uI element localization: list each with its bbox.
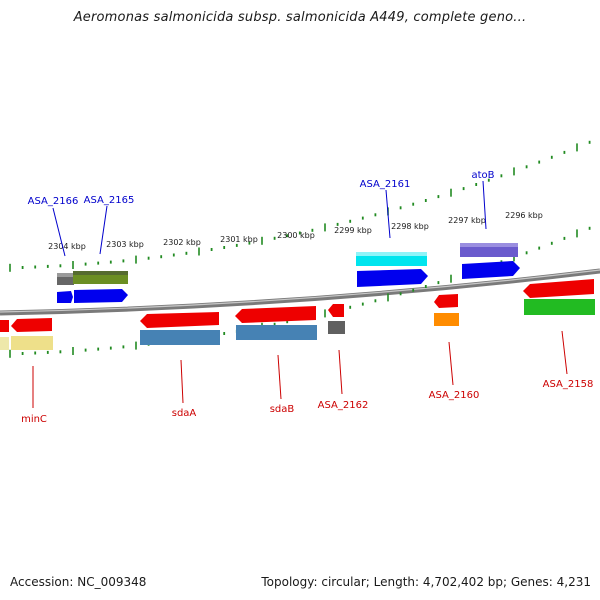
gene-feature[interactable] — [74, 289, 128, 303]
gene-feature[interactable] — [524, 299, 595, 315]
scale-label: 2301 kbp — [220, 235, 258, 244]
accession-label: Accession: NC_009348 — [10, 575, 147, 589]
reverse-gene-labels: minC sdaA sdaB ASA_2162 ASA_2160 ASA_215… — [21, 379, 593, 425]
gene-label-asa-2166[interactable]: ASA_2166 — [28, 196, 79, 207]
reverse-label-leaders — [32, 330, 568, 408]
scale-label: 2298 kbp — [391, 222, 429, 231]
gene-label-asa-2165[interactable]: ASA_2165 — [84, 195, 135, 206]
gene-feature[interactable] — [357, 269, 428, 287]
gene-feature[interactable] — [0, 337, 9, 350]
scale-label: 2296 kbp — [505, 211, 543, 220]
gene-feature[interactable] — [0, 320, 9, 332]
gene-feature[interactable] — [140, 312, 219, 328]
gene-label-asa-2158[interactable]: ASA_2158 — [543, 379, 594, 390]
forward-label-leaders — [52, 180, 487, 257]
scale-labels: 2304 kbp 2303 kbp 2302 kbp 2301 kbp 2300… — [48, 211, 543, 251]
gene-label-asa-2161[interactable]: ASA_2161 — [360, 179, 411, 190]
gene-feature[interactable] — [328, 304, 344, 317]
reverse-genes — [0, 279, 595, 350]
scale-label: 2302 kbp — [163, 238, 201, 247]
gene-feature[interactable] — [235, 306, 316, 323]
genome-title: Aeromonas salmonicida subsp. salmonicida… — [73, 10, 527, 25]
gene-label-minc[interactable]: minC — [21, 414, 47, 425]
genome-backbone — [0, 268, 600, 316]
scale-label: 2297 kbp — [448, 216, 486, 225]
gene-feature[interactable] — [236, 325, 317, 340]
scale-label: 2303 kbp — [106, 240, 144, 249]
gene-label-sdaa[interactable]: sdaA — [172, 408, 197, 419]
gene-feature[interactable] — [434, 294, 458, 308]
gene-feature[interactable] — [462, 261, 520, 279]
gene-feature[interactable] — [57, 291, 73, 303]
gene-feature[interactable] — [434, 313, 459, 326]
gene-feature[interactable] — [11, 336, 53, 350]
gene-feature[interactable] — [140, 330, 220, 345]
scale-label: 2299 kbp — [334, 226, 372, 235]
forward-gene-labels: ASA_2166 ASA_2165 ASA_2161 atoB — [28, 170, 495, 207]
scale-label: 2304 kbp — [48, 242, 86, 251]
gene-label-asa-2162[interactable]: ASA_2162 — [318, 400, 369, 411]
topology-label: Topology: circular; Length: 4,702,402 bp… — [261, 575, 591, 589]
scale-label: 2300 kbp — [277, 231, 315, 240]
gene-label-sdab[interactable]: sdaB — [270, 404, 295, 415]
gene-feature[interactable] — [11, 318, 52, 332]
forward-genes — [57, 243, 520, 303]
forward-scale — [9, 140, 591, 272]
gene-feature[interactable] — [523, 279, 594, 298]
gene-feature[interactable] — [328, 321, 345, 334]
gene-label-asa-2160[interactable]: ASA_2160 — [429, 390, 480, 401]
gene-label-atob[interactable]: atoB — [471, 170, 494, 181]
